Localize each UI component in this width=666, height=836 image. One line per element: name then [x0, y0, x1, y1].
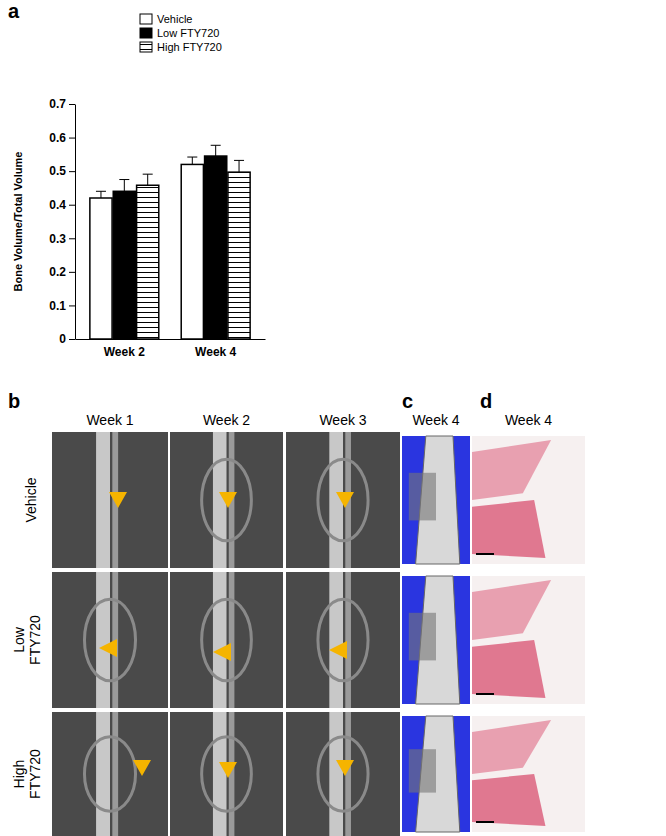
xray-image — [170, 712, 283, 836]
y-tick-mark — [69, 205, 75, 206]
arrowhead — [109, 492, 127, 508]
error-bar — [234, 160, 244, 172]
y-tick-label: 0.3 — [49, 232, 66, 246]
column-title: Week 4 — [412, 412, 459, 428]
figure: 0 0.1 0.2 0.3 0.4 0.5 0.6 0.7 Week 2 Week 4 Bone V… — [0, 0, 666, 836]
y-tick-label: 0.5 — [49, 164, 66, 178]
arrowhead — [219, 492, 237, 508]
arrowhead — [336, 760, 354, 776]
y-tick-label: 0.7 — [49, 97, 66, 111]
y-tick-label: 0.4 — [49, 198, 66, 212]
microct-image — [402, 716, 470, 832]
histology-image — [472, 436, 585, 564]
bar — [113, 191, 135, 339]
arrowhead — [213, 643, 231, 661]
arrowhead — [336, 492, 354, 508]
legend-swatch — [140, 42, 152, 52]
y-tick: 0.7 — [49, 97, 75, 111]
arrowhead — [219, 762, 237, 778]
legend-swatch — [140, 28, 152, 38]
error-bar — [211, 145, 221, 156]
column-title: Week 2 — [203, 412, 250, 428]
y-tick: 0.4 — [49, 198, 75, 212]
legend-entry: High FTY720 — [140, 41, 222, 53]
legend-label: Low FTY720 — [157, 27, 219, 39]
error-bar — [96, 191, 106, 198]
y-tick: 0.2 — [49, 265, 75, 279]
histology-image — [472, 716, 585, 832]
row-title: Vehicle — [23, 477, 39, 522]
legend-label: High FTY720 — [157, 41, 222, 53]
bars — [90, 145, 250, 339]
microct-image — [402, 576, 470, 704]
xray-image — [286, 572, 400, 708]
y-tick-label: 0.2 — [49, 265, 66, 279]
arrowhead — [99, 639, 117, 657]
y-tick-label: 0.1 — [49, 299, 66, 313]
y-axis: 0 0.1 0.2 0.3 0.4 0.5 0.6 0.7 — [49, 97, 75, 346]
bar — [90, 198, 112, 339]
scale-bar — [476, 821, 494, 823]
x-axis: Week 2 Week 4 — [76, 339, 266, 359]
histology-image — [472, 576, 585, 704]
y-tick: 0.1 — [49, 299, 75, 313]
y-tick-mark — [69, 104, 75, 105]
legend-entry: Low FTY720 — [140, 27, 219, 39]
legend-swatch — [140, 14, 152, 24]
bar — [137, 185, 159, 339]
panel-label: d — [480, 390, 492, 412]
microct-image — [402, 436, 470, 564]
error-bar — [187, 157, 197, 164]
y-tick: 0.5 — [49, 164, 75, 178]
error-bar — [119, 180, 129, 192]
legend-entry: Vehicle — [140, 13, 192, 25]
bar — [228, 172, 250, 339]
xray-image — [52, 432, 168, 568]
x-axis-line — [76, 339, 266, 340]
scale-bar — [476, 693, 494, 695]
y-tick-mark — [69, 272, 75, 273]
column-title: Week 4 — [505, 412, 552, 428]
y-axis-line — [75, 105, 76, 340]
panel-label: a — [8, 0, 20, 22]
column-title: Week 1 — [86, 412, 133, 428]
column-title: Week 3 — [319, 412, 366, 428]
xray-image — [170, 572, 283, 708]
x-tick: Week 4 — [195, 339, 236, 359]
panel-label: c — [402, 390, 413, 412]
x-tick-label: Week 4 — [195, 345, 236, 359]
x-tick: Week 2 — [104, 339, 145, 359]
xray-image — [52, 712, 168, 836]
y-tick-mark — [69, 305, 75, 306]
row-title: LowFTY720 — [11, 615, 43, 665]
y-tick: 0 — [59, 332, 75, 346]
bar — [181, 164, 203, 339]
xray-image — [170, 432, 283, 568]
x-tick-label: Week 2 — [104, 345, 145, 359]
y-tick: 0.6 — [49, 131, 75, 145]
scale-bar — [476, 553, 494, 555]
y-axis-title: Bone Volume/Total Volume — [12, 152, 24, 292]
legend: Vehicle Low FTY720 High FTY720 — [140, 13, 222, 53]
xray-image — [286, 712, 400, 836]
xray-image — [286, 432, 400, 568]
error-bar — [143, 174, 153, 185]
y-tick-label: 0 — [59, 332, 66, 346]
y-tick-label: 0.6 — [49, 131, 66, 145]
y-tick-mark — [69, 171, 75, 172]
y-tick-mark — [69, 238, 75, 239]
y-tick: 0.3 — [49, 232, 75, 246]
arrowhead — [133, 760, 151, 776]
legend-label: Vehicle — [157, 13, 192, 25]
row-title: HighFTY720 — [11, 749, 43, 799]
arrowhead — [329, 641, 347, 659]
y-tick-mark — [69, 138, 75, 139]
panel-label: b — [8, 390, 20, 412]
xray-image — [52, 572, 168, 708]
bar — [205, 156, 227, 339]
y-tick-mark — [69, 339, 75, 340]
